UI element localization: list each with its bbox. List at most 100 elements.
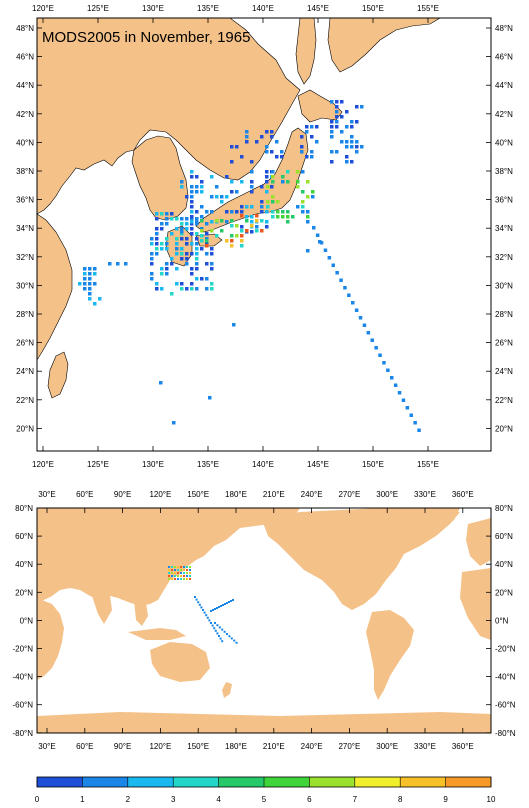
lat-label-left: 26°N [16,339,34,348]
land-china-coast [36,213,73,362]
global-lon-label-bottom: 30°E [38,742,55,751]
global-lon-label-top: 30°E [38,490,55,499]
land-europe [466,518,491,566]
land-india [92,596,112,624]
global-lat-label-left: 0°N [20,616,34,625]
land-south-america [366,610,414,700]
global-map: 30°E 30°E 60°E 60°E 90°E 90°E 120°E 120°E 150°E 1… [12,490,515,751]
lat-label-right: 30°N [495,281,513,290]
lat-label-right: 38°N [495,167,513,176]
lat-label-right: 26°N [495,339,513,348]
global-lat-label-right: -80°N [495,729,516,738]
global-lon-label-top: 210°E [263,490,285,499]
colorbar-label: 3 [171,795,176,804]
lon-label-bottom: 130°E [142,460,164,469]
global-lat-label-left: -60°N [12,701,33,710]
colorbar-label: 10 [487,795,496,804]
global-lat-label-right: -40°N [495,673,516,682]
colorbar-label: 5 [262,795,267,804]
lat-label-left: 42°N [16,110,34,119]
global-lon-label-top: 180°E [225,490,247,499]
colorbar-label: 9 [443,795,448,804]
global-lon-label-top: 330°E [414,490,436,499]
global-lat-label-left: 60°N [15,532,33,541]
global-lat-label-right: 40°N [495,560,513,569]
global-lat-label-left: -20°N [12,645,33,654]
colorbar-segment [264,777,310,787]
land-sakhalin [295,17,317,85]
global-lat-label-right: 20°N [495,588,513,597]
land-seasia [128,600,186,640]
colorbar-segment [354,777,401,787]
global-lon-label-bottom: 360°E [452,742,474,751]
land-africa-east [460,568,491,640]
lat-label-right: 46°N [495,53,513,62]
lat-label-right: 48°N [495,24,513,33]
colorbar-segment [218,777,264,787]
lon-label-bottom: 140°E [252,460,274,469]
global-lon-label-top: 360°E [452,490,474,499]
global-lon-label-top: 300°E [376,490,398,499]
colorbar-segment [37,777,83,787]
global-lon-label-bottom: 120°E [149,742,171,751]
colorbar-label: 1 [80,795,85,804]
lat-label-right: 24°N [495,367,513,376]
colorbar-label: 2 [126,795,131,804]
lon-label-bottom: 120°E [32,460,54,469]
lon-label-top: 140°E [252,4,274,13]
global-lat-label-right: 0°N [495,616,509,625]
land-antarctica [37,712,491,733]
lat-label-left: 20°N [16,424,34,433]
lat-label-right: 40°N [495,138,513,147]
global-lat-label-right: 60°N [495,532,513,541]
global-lon-label-bottom: 90°E [114,742,131,751]
lat-label-left: 44°N [16,81,34,90]
lat-label-right: 28°N [495,310,513,319]
global-lon-label-top: 270°E [338,490,360,499]
lon-label-bottom: 145°E [307,460,329,469]
global-lat-label-left: 20°N [15,588,33,597]
land-north-america [262,508,460,610]
lon-label-top: 135°E [197,4,219,13]
land-newzealand [222,682,232,698]
lat-label-left: 38°N [16,167,34,176]
lon-label-bottom: 155°E [417,460,439,469]
lat-label-right: 22°N [495,396,513,405]
lon-label-top: 155°E [417,4,439,13]
land-mainland-asia [36,17,301,215]
land-greenland [412,508,460,530]
global-axis-ticks: 30°E 30°E 60°E 60°E 90°E 90°E 120°E 120°E 150°E 1… [12,490,515,751]
lon-label-top: 130°E [142,4,164,13]
regional-axis-ticks: 120°E 120°E 125°E 125°E 130°E 130°E 135°E 135°E… [16,4,513,469]
land-taiwan [47,351,69,399]
global-lon-label-top: 240°E [301,490,323,499]
regional-map-frame [36,17,492,452]
lat-label-left: 30°N [16,281,34,290]
lat-label-left: 46°N [16,53,34,62]
land-eurasia [37,508,300,606]
lon-label-bottom: 150°E [362,460,384,469]
global-lon-label-bottom: 240°E [301,742,323,751]
colorbar: 0 1 2 3 4 5 6 7 8 9 10 [35,776,496,804]
lon-label-top: 120°E [32,4,54,13]
lat-label-left: 36°N [16,196,34,205]
global-lon-label-bottom: 150°E [187,742,209,751]
lat-label-left: 28°N [16,310,34,319]
lon-label-bottom: 135°E [197,460,219,469]
colorbar-label: 4 [216,795,221,804]
lat-label-right: 34°N [495,224,513,233]
global-lon-label-top: 150°E [187,490,209,499]
land-hokkaido [297,89,343,123]
lat-label-right: 32°N [495,253,513,262]
lon-label-top: 145°E [307,4,329,13]
lat-label-left: 22°N [16,396,34,405]
land-africa [37,598,64,680]
global-lat-label-right: -60°N [495,701,516,710]
lat-label-right: 20°N [495,424,513,433]
global-lat-label-left: 40°N [15,560,33,569]
global-lon-label-top: 90°E [114,490,131,499]
lat-label-left: 32°N [16,253,34,262]
lat-label-right: 36°N [495,196,513,205]
land-northeast [327,17,442,73]
